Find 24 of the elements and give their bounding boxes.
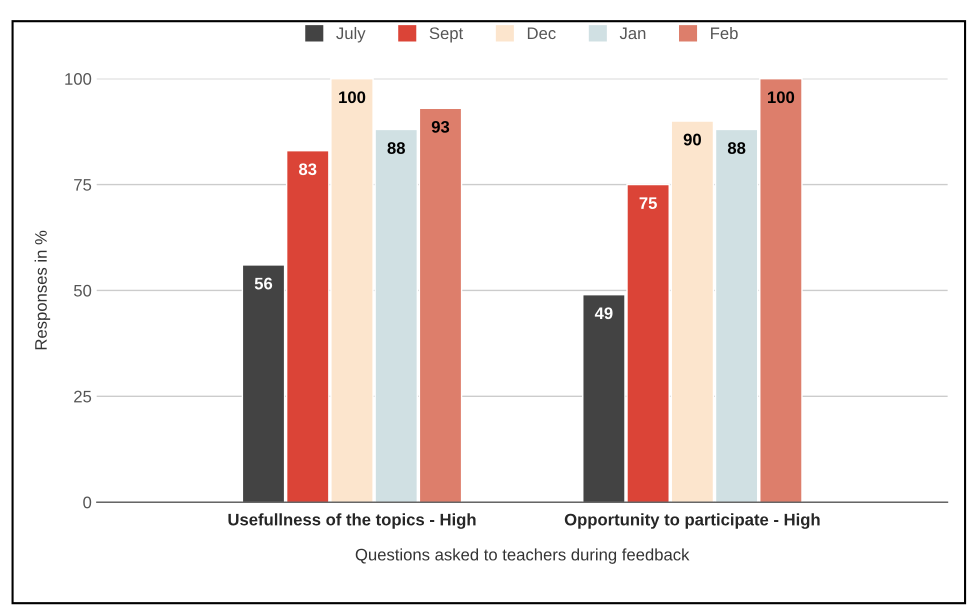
- data-label: 93: [432, 120, 450, 133]
- legend-label: Feb: [711, 26, 738, 40]
- data-label: 88: [728, 142, 746, 154]
- data-label: 88: [388, 142, 405, 154]
- y-tick-label: 100: [65, 73, 92, 85]
- data-label: 100: [339, 91, 366, 104]
- data-label: 75: [640, 197, 657, 210]
- y-tick-label: 25: [74, 390, 92, 402]
- y-tick-label: 75: [74, 179, 92, 191]
- legend-label: July: [336, 26, 366, 42]
- data-label: 100: [768, 91, 794, 104]
- x-tick-label: Usefullness of the topics - High: [228, 513, 476, 529]
- y-tick-label: 50: [74, 284, 92, 297]
- data-label: 56: [254, 278, 272, 290]
- data-label: 83: [299, 163, 316, 176]
- x-tick-label: Opportunity to participate - High: [564, 513, 820, 529]
- x-axis-title: Questions asked to teachers during feedback: [356, 548, 690, 564]
- data-label: 49: [594, 307, 613, 320]
- y-axis-title: Responses in %: [34, 230, 50, 350]
- y-tick-label: 0: [83, 496, 92, 508]
- legend-label: Sept: [430, 27, 464, 42]
- data-label: 90: [684, 134, 701, 146]
- legend-label: Dec: [528, 28, 556, 40]
- legend-label: Jan: [620, 28, 646, 40]
